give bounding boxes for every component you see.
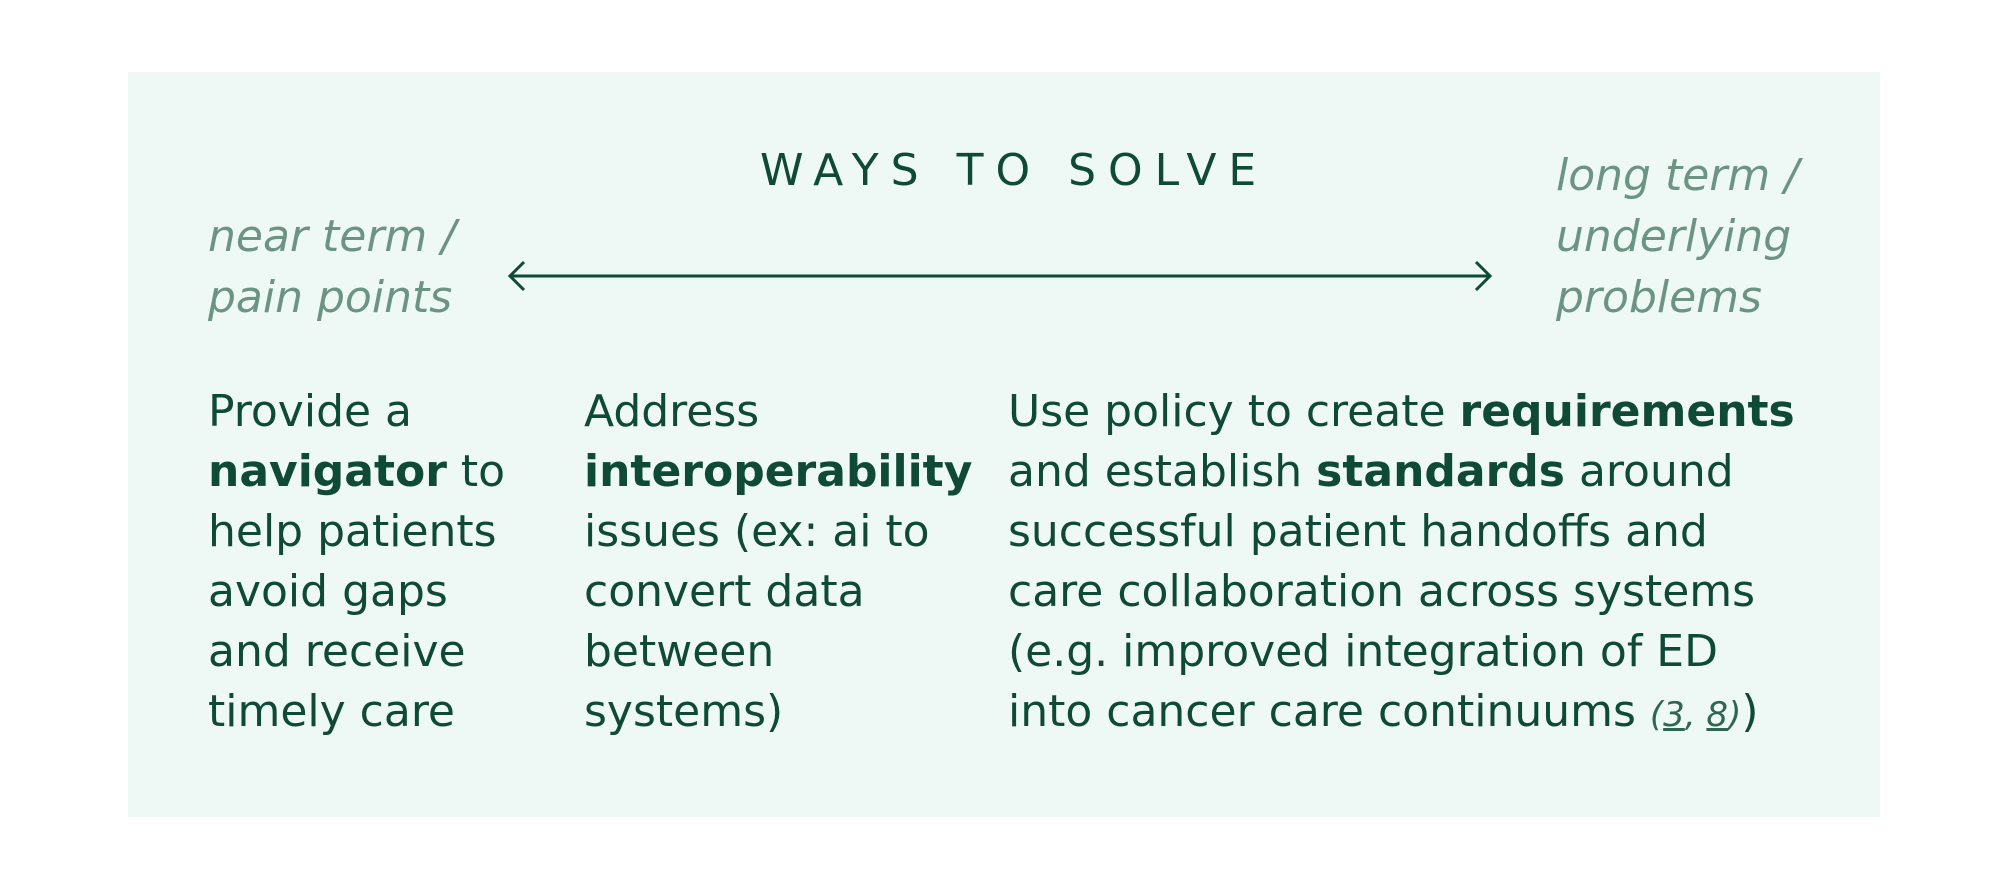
keyword-navigator: navigator <box>208 446 447 497</box>
keyword-requirements: requirements <box>1459 386 1795 437</box>
solution-policy-line: care collaboration across systems <box>1008 566 1756 617</box>
diagram-panel <box>128 72 1880 817</box>
reference-citations: (3, 8) <box>1649 695 1742 735</box>
solution-policy: Use policy to create requirements and es… <box>1008 382 1828 745</box>
solution-interoperability-line: between <box>584 626 775 677</box>
long-term-label: long term / underlying problems <box>1556 145 1799 328</box>
solution-interoperability-line: interoperability <box>584 442 984 502</box>
reference-link-8[interactable]: 8 <box>1706 695 1729 735</box>
solution-policy-line: Use policy to create requirements <box>1008 386 1795 437</box>
solution-navigator-line: Provide a <box>208 386 413 437</box>
arrow-head-right <box>1474 260 1493 292</box>
long-term-line-2: underlying <box>1556 211 1792 262</box>
solution-interoperability-line: systems) <box>584 686 784 737</box>
solution-interoperability-line: convert data <box>584 566 865 617</box>
near-term-line-1: near term / <box>208 211 457 262</box>
solution-navigator: Provide a navigator to help patients avo… <box>208 382 528 742</box>
solution-navigator-line: and receive <box>208 626 466 677</box>
solution-policy-line: and establish standards around <box>1008 446 1734 497</box>
solution-navigator-line: timely care <box>208 686 456 737</box>
solution-navigator-line: avoid gaps <box>208 566 448 617</box>
solution-navigator-line: navigator to <box>208 446 506 497</box>
keyword-standards: standards <box>1316 446 1565 497</box>
solution-policy-line: into cancer care continuums (3, 8)) <box>1008 686 1759 737</box>
long-term-line-1: long term / <box>1556 150 1800 201</box>
near-term-label: near term / pain points <box>208 206 456 328</box>
reference-link-3[interactable]: 3 <box>1663 695 1685 735</box>
solution-policy-line: (e.g. improved integration of ED <box>1008 626 1718 677</box>
near-term-line-2: pain points <box>208 272 453 323</box>
keyword-interoperability: interoperability <box>584 446 973 497</box>
long-term-line-3: problems <box>1556 272 1762 323</box>
solution-interoperability-line: Address <box>584 386 760 437</box>
diagram-title: WAYS TO SOLVE <box>760 145 1269 196</box>
solution-interoperability: Address interoperability issues (ex: ai … <box>584 382 984 742</box>
solution-navigator-line: help patients <box>208 506 497 557</box>
solution-interoperability-line: issues (ex: ai to <box>584 506 930 557</box>
solution-policy-line: successful patient handoffs and <box>1008 506 1708 557</box>
arrow-head-left <box>507 260 526 292</box>
double-headed-arrow <box>507 260 1493 292</box>
